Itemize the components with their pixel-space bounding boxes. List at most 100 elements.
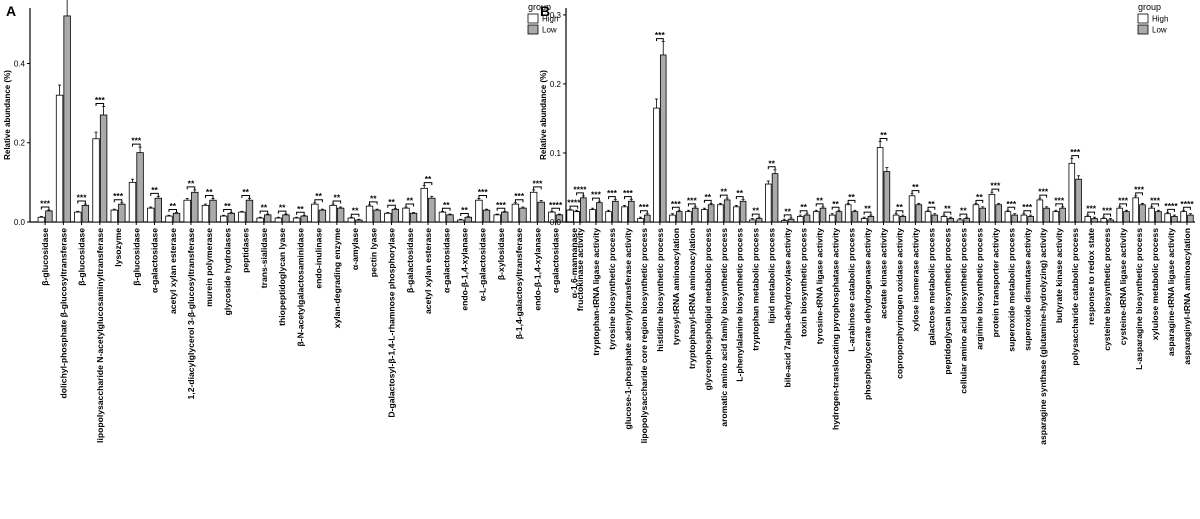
y-tick-label: 0.2 — [14, 139, 26, 148]
significance-label: ** — [976, 192, 983, 202]
significance-bracket — [655, 38, 664, 42]
significance-label: ** — [832, 199, 839, 209]
significance-label: ** — [720, 187, 727, 197]
bar-low — [501, 211, 509, 223]
significance-bracket — [783, 214, 792, 218]
bar-high — [219, 215, 228, 223]
bar-high — [274, 217, 283, 223]
bar-high — [988, 193, 996, 223]
significance-bracket — [911, 190, 920, 194]
bar-high — [908, 195, 916, 223]
bar-low — [755, 218, 763, 223]
legend-label: High — [1152, 15, 1168, 24]
chart-panel-A: A Relative abundance (%) 0.0 0.2 0.4 *** β-glu… — [3, 0, 583, 443]
significance-label: *** — [607, 188, 618, 198]
significance-label: *** — [1070, 147, 1081, 157]
bar-high — [493, 214, 501, 223]
bar-high — [589, 209, 596, 223]
bar-low — [63, 15, 71, 223]
significance-label: *** — [532, 178, 543, 188]
x-tick-label: cysteine-tRNA ligase activity — [1118, 228, 1128, 345]
bar-low — [1059, 207, 1066, 223]
bar-low — [245, 199, 254, 223]
legend-swatch-high — [527, 13, 539, 24]
significance-bracket — [387, 204, 396, 208]
significance-label: *** — [639, 202, 650, 212]
y-axis-label: Relative abundance (%) — [539, 70, 548, 160]
significance-label: **** — [1164, 201, 1178, 211]
x-tick-label: arginine biosynthetic process — [974, 228, 984, 350]
x-tick-label: bile-acid 7alpha-dehydroxylase activity — [783, 228, 793, 388]
bar-high — [653, 107, 660, 223]
x-tick-label: β-glucosidase — [40, 228, 50, 286]
legend-title: group — [528, 2, 551, 12]
x-tick-label: butyrate kinase activity — [1054, 228, 1064, 323]
significance-bracket — [1023, 210, 1032, 214]
x-tick-label: cellular amino acid biosynthetic process — [958, 228, 968, 394]
bar-high — [812, 211, 820, 223]
bar-high — [1052, 211, 1060, 223]
significance-label: *** — [1134, 184, 1145, 194]
significance-bracket — [671, 206, 680, 210]
bar-high — [311, 203, 319, 223]
significance-label: **** — [567, 198, 581, 208]
bar-low — [691, 207, 699, 223]
bar-high — [1100, 218, 1108, 223]
significance-label: ** — [242, 187, 249, 197]
bar-high — [733, 206, 740, 223]
significance-label: ** — [944, 204, 951, 214]
bar-high — [781, 220, 788, 223]
significance-label: ** — [704, 192, 711, 202]
x-tick-label: superoxide metabolic process — [1006, 228, 1016, 352]
significance-label: *** — [514, 191, 525, 201]
bar-low — [464, 216, 472, 223]
significance-bracket — [799, 210, 808, 214]
x-tick-label: α-1,6-mannanase — [569, 228, 579, 298]
significance-bracket — [927, 206, 936, 210]
bar-low — [723, 199, 731, 223]
significance-label: *** — [1022, 202, 1033, 212]
x-tick-label: endo-β-1,4-xylanase — [532, 228, 542, 311]
significance-bracket — [1119, 203, 1127, 207]
bar-high — [147, 207, 155, 223]
x-tick-label: tryptophanyl-tRNA aminoacylation — [687, 228, 697, 369]
bar-low — [391, 208, 400, 223]
x-tick-label: trans-sialidase — [259, 228, 269, 288]
bar-low — [612, 200, 619, 223]
significance-label: *** — [95, 95, 106, 105]
bar-high — [1180, 211, 1187, 223]
significance-label: ** — [960, 206, 967, 216]
bar-high — [796, 216, 804, 223]
significance-bracket — [863, 211, 872, 215]
x-tick-label: xylan-degrading enzyme — [332, 228, 342, 329]
bar-high — [183, 199, 191, 223]
bar-low — [675, 211, 683, 223]
bar-high — [876, 147, 884, 223]
x-tick-label: peptidoglycan biosynthetic process — [942, 228, 952, 375]
significance-label: *** — [496, 200, 507, 210]
bar-high — [669, 214, 676, 223]
significance-label: ** — [315, 191, 322, 201]
x-tick-label: glucose-1-phosphate adenylyltransferase … — [623, 228, 633, 430]
significance-label: ** — [297, 204, 304, 214]
significance-label: ** — [443, 200, 450, 210]
bar-low — [264, 214, 272, 223]
significance-bracket — [1071, 155, 1080, 159]
bar-high — [1084, 216, 1092, 223]
bar-low — [963, 218, 971, 223]
x-tick-label: histidine biosynthetic process — [655, 228, 665, 352]
x-tick-label: peptidases — [241, 228, 251, 273]
x-tick-label: xylulose metabolic process — [1150, 228, 1160, 340]
x-tick-label: acetyl xylan esterase — [423, 228, 433, 314]
bar-low — [336, 207, 345, 223]
significance-label: ** — [864, 204, 871, 214]
bar-high — [1148, 207, 1155, 223]
bar-low — [979, 207, 986, 223]
bar-low — [947, 218, 955, 223]
significance-label: *** — [1038, 187, 1049, 197]
significance-bracket — [460, 212, 469, 216]
bar-high — [1164, 213, 1171, 223]
bar-high — [940, 216, 948, 223]
bar-high — [92, 138, 100, 223]
significance-bracket — [277, 210, 287, 214]
